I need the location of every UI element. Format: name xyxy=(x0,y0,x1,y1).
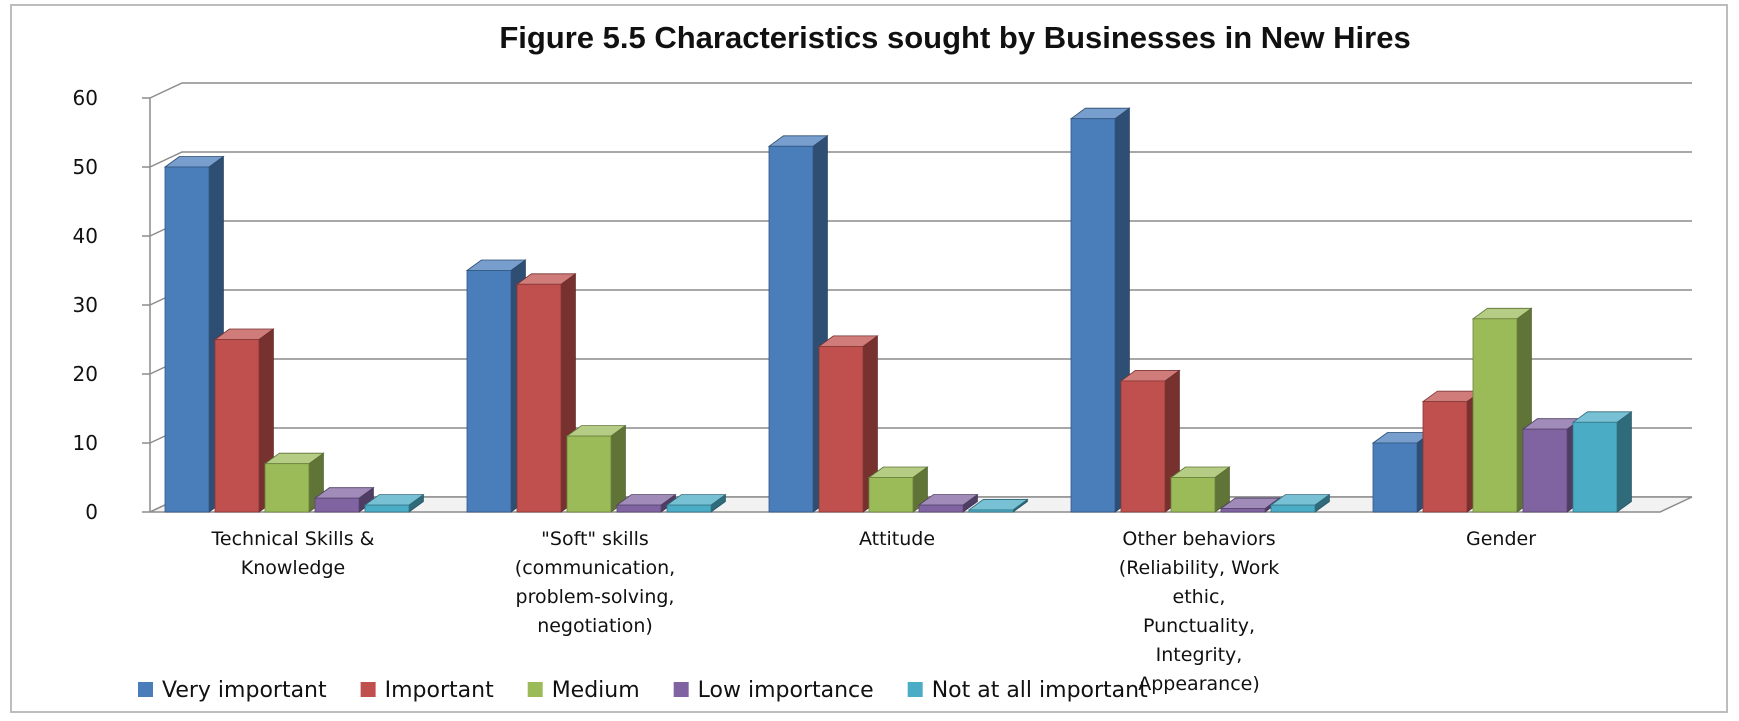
legend-item: Medium xyxy=(527,678,640,703)
y-tick-label: 20 xyxy=(73,362,98,386)
legend: Very important Important Medium Low importa… xyxy=(138,678,1148,703)
gridline xyxy=(149,82,1692,99)
bar xyxy=(817,335,879,513)
bar xyxy=(465,259,527,513)
x-tick-label: Attitude xyxy=(859,528,935,550)
bar-front xyxy=(818,345,864,513)
chart-title: Figure 5.5 Characteristics sought by Bus… xyxy=(499,20,1410,55)
y-tick-label: 0 xyxy=(85,500,98,524)
x-axis-labels: Technical Skills & Knowledge "Soft" skills… xyxy=(211,528,1537,695)
legend-label: Medium xyxy=(552,678,640,703)
bar xyxy=(163,155,225,513)
bar-front xyxy=(566,435,612,513)
bar-front xyxy=(1372,442,1418,513)
bar-front xyxy=(616,504,662,513)
legend-swatch xyxy=(527,682,543,697)
bar-front xyxy=(918,504,964,513)
y-tick-label: 60 xyxy=(73,86,98,110)
x-tick-label: Other behaviors (Reliability, Work ethic, P… xyxy=(1119,528,1279,695)
bar xyxy=(1521,417,1583,513)
bar xyxy=(363,493,425,513)
bar xyxy=(967,498,1029,513)
bar-front xyxy=(1270,504,1316,513)
legend-item: Not at all important xyxy=(907,678,1148,703)
bar-front xyxy=(516,283,562,513)
x-tick-label: Gender xyxy=(1466,528,1536,550)
legend-swatch xyxy=(673,682,689,697)
bar-front xyxy=(1522,428,1568,513)
y-tick-label: 10 xyxy=(73,431,98,455)
bar xyxy=(767,135,829,513)
legend-item: Important xyxy=(360,678,494,703)
bar-front xyxy=(264,463,310,513)
bar-front xyxy=(164,166,210,513)
gridline xyxy=(149,151,1692,168)
bar-front xyxy=(1170,477,1216,513)
x-tick-label: Technical Skills & Knowledge xyxy=(211,528,375,579)
gridline xyxy=(149,289,1692,306)
y-tick-label: 30 xyxy=(73,293,98,317)
bar xyxy=(263,452,325,513)
bar xyxy=(213,328,275,513)
bar-front xyxy=(364,504,410,513)
y-tick-label: 50 xyxy=(73,155,98,179)
gridline xyxy=(149,358,1692,375)
bar-front xyxy=(868,477,914,513)
bar-front xyxy=(666,504,712,513)
legend-label: Not at all important xyxy=(932,678,1148,703)
bar-front xyxy=(466,270,512,513)
bar xyxy=(313,486,375,513)
bar-side xyxy=(1616,411,1632,513)
bar-front xyxy=(1070,118,1116,513)
bar xyxy=(615,493,677,513)
bar-front xyxy=(314,497,360,513)
y-axis-ticks: 0 10 20 30 40 50 60 xyxy=(73,86,98,524)
bar xyxy=(565,424,627,513)
legend-swatch xyxy=(907,682,923,697)
bar-front xyxy=(1220,508,1266,513)
bar-front xyxy=(1572,421,1618,513)
bar xyxy=(1269,493,1331,513)
legend-label: Very important xyxy=(162,678,327,703)
bar-front xyxy=(1472,318,1518,513)
bar-front xyxy=(768,145,814,513)
legend-swatch xyxy=(138,682,153,697)
bar xyxy=(665,493,727,513)
legend-item: Low importance xyxy=(673,678,874,703)
legend-item: Very important xyxy=(138,678,327,703)
bar xyxy=(917,493,979,513)
legend-label: Important xyxy=(385,678,494,703)
legend-swatch xyxy=(360,682,376,697)
gridline xyxy=(149,220,1692,237)
bar-front xyxy=(1422,401,1468,513)
legend-label: Low importance xyxy=(698,678,874,703)
bar-front xyxy=(968,509,1014,513)
y-tick-label: 40 xyxy=(73,224,98,248)
bar xyxy=(867,466,929,513)
bar xyxy=(1069,107,1131,513)
bar xyxy=(1571,411,1633,513)
bars xyxy=(163,107,1633,513)
bar-side xyxy=(610,424,626,513)
bar-front xyxy=(214,339,260,513)
bar xyxy=(515,273,577,513)
bar-front xyxy=(1120,380,1166,513)
bar xyxy=(1169,466,1231,513)
x-tick-label: "Soft" skills (communication, problem-solv… xyxy=(515,528,675,637)
